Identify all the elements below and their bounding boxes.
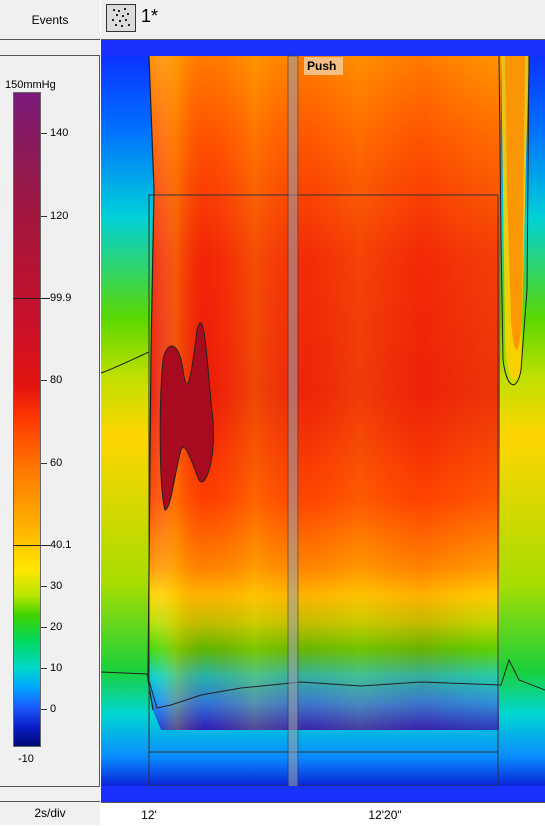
colorbar-tick-label: 80 (50, 374, 63, 386)
time-scale-label[interactable]: 2s/div (0, 802, 100, 825)
colorbar-tick (41, 216, 47, 217)
dot-pattern-icon (112, 8, 130, 27)
colorbar-tick (41, 463, 47, 464)
left-spacer-top (0, 40, 100, 56)
time-axis (101, 802, 545, 826)
trace-header-bar (101, 0, 545, 40)
colorbar-tick-label: 60 (50, 457, 63, 469)
colorbar-tick (41, 133, 47, 134)
lower-threshold-line[interactable] (13, 545, 50, 546)
colorbar (13, 92, 41, 747)
colorbar-tick-label: 120 (50, 210, 69, 222)
heatmap-plot[interactable] (101, 40, 545, 802)
trace-name: 1* (141, 6, 159, 26)
upper-threshold-line[interactable] (13, 298, 50, 299)
colorbar-tick (41, 627, 47, 628)
colorbar-unit-label: 150mmHg (5, 79, 56, 91)
colorbar-tick-label: 0 (50, 703, 57, 715)
time-tick-label: 12'20" (368, 808, 402, 822)
upper-threshold-label: 99.9 (50, 292, 72, 304)
heatmap-svg (101, 40, 545, 802)
colorbar-min-label: -10 (18, 753, 34, 765)
colorbar-tick-label: 10 (50, 662, 63, 674)
bottom-strip (101, 786, 545, 802)
colorbar-tick (41, 380, 47, 381)
colorbar-tick-label: 20 (50, 621, 63, 633)
colorbar-tick-label: 30 (50, 580, 63, 592)
colorbar-tick (41, 668, 47, 669)
colorbar-tick (41, 586, 47, 587)
time-tick-label: 12' (141, 808, 157, 822)
event-marker-push[interactable]: Push (307, 59, 337, 73)
colorbar-tick (41, 709, 47, 710)
lower-threshold-label: 40.1 (50, 539, 72, 551)
events-header[interactable]: Events (0, 0, 100, 40)
trace-icon-button[interactable] (106, 4, 136, 32)
left-spacer-bottom (0, 786, 100, 802)
colorbar-tick-label: 140 (50, 127, 69, 139)
